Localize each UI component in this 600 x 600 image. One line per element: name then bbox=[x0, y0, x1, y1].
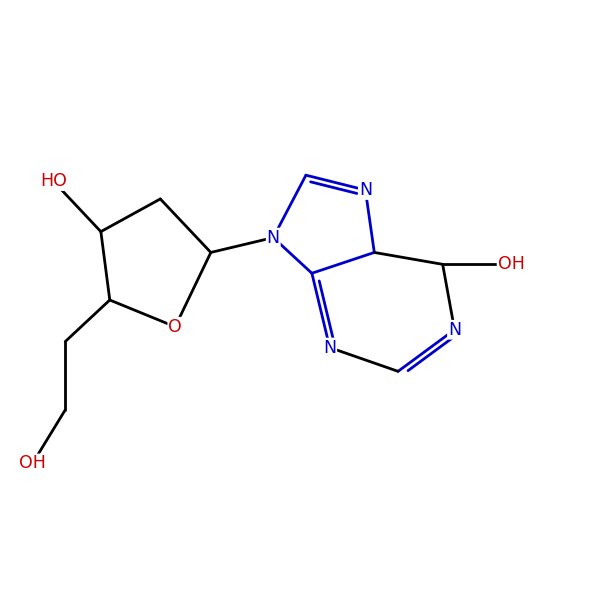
Text: N: N bbox=[359, 181, 372, 199]
Text: N: N bbox=[448, 321, 461, 339]
Text: N: N bbox=[266, 229, 280, 247]
Text: OH: OH bbox=[497, 256, 524, 274]
Text: N: N bbox=[323, 338, 336, 356]
Text: HO: HO bbox=[40, 172, 67, 190]
Text: OH: OH bbox=[19, 454, 46, 472]
Text: O: O bbox=[168, 318, 182, 336]
